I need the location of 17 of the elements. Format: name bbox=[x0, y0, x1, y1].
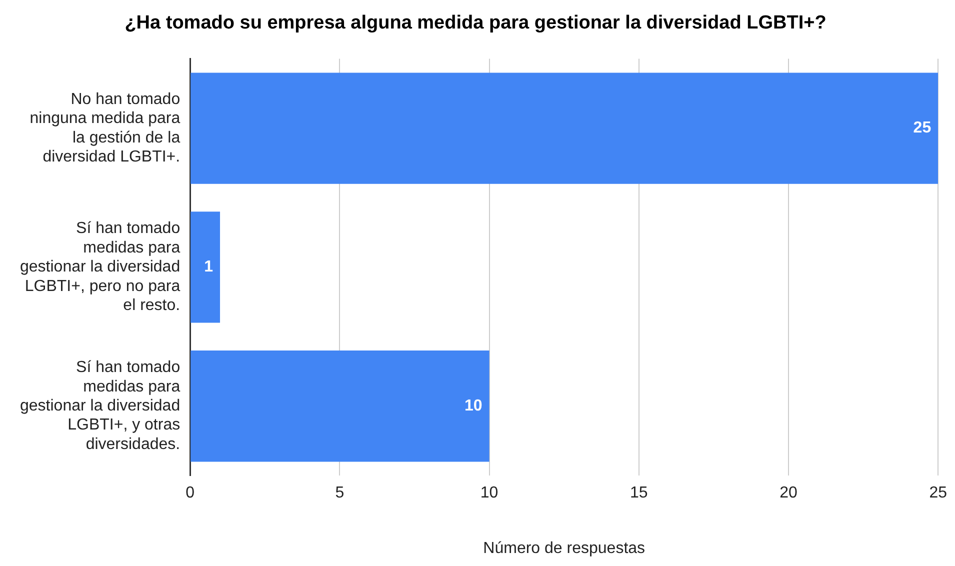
bar bbox=[190, 212, 220, 323]
y-tick-label: Sí han tomado medidas para gestionar la diversidad LGBTI+, pero no para el resto. bbox=[20, 220, 180, 314]
x-axis-title: Número de respuestas bbox=[483, 540, 646, 557]
bar bbox=[190, 72, 938, 184]
data-label: 25 bbox=[913, 120, 932, 137]
x-tick-label: 5 bbox=[335, 484, 344, 502]
y-tick-label: No han tomado ninguna medida para la gestión de la diversidad LGBTI+. bbox=[30, 90, 180, 166]
x-tick-label: 0 bbox=[186, 484, 195, 502]
data-label: 10 bbox=[464, 398, 482, 415]
data-label: 1 bbox=[204, 258, 214, 276]
x-tick-label: 20 bbox=[780, 484, 798, 502]
x-tick-label: 15 bbox=[630, 484, 648, 502]
chart-title: ¿Ha tomado su empresa alguna medida para gestionar la diversidad LGBTI+? bbox=[124, 12, 826, 34]
bar bbox=[190, 350, 490, 462]
x-tick-label: 25 bbox=[929, 484, 948, 502]
y-tick-label: Sí han tomado medidas para gestionar la diversidad LGBTI+, y otras diversidades. bbox=[20, 359, 180, 453]
x-tick-label: 10 bbox=[480, 484, 498, 502]
